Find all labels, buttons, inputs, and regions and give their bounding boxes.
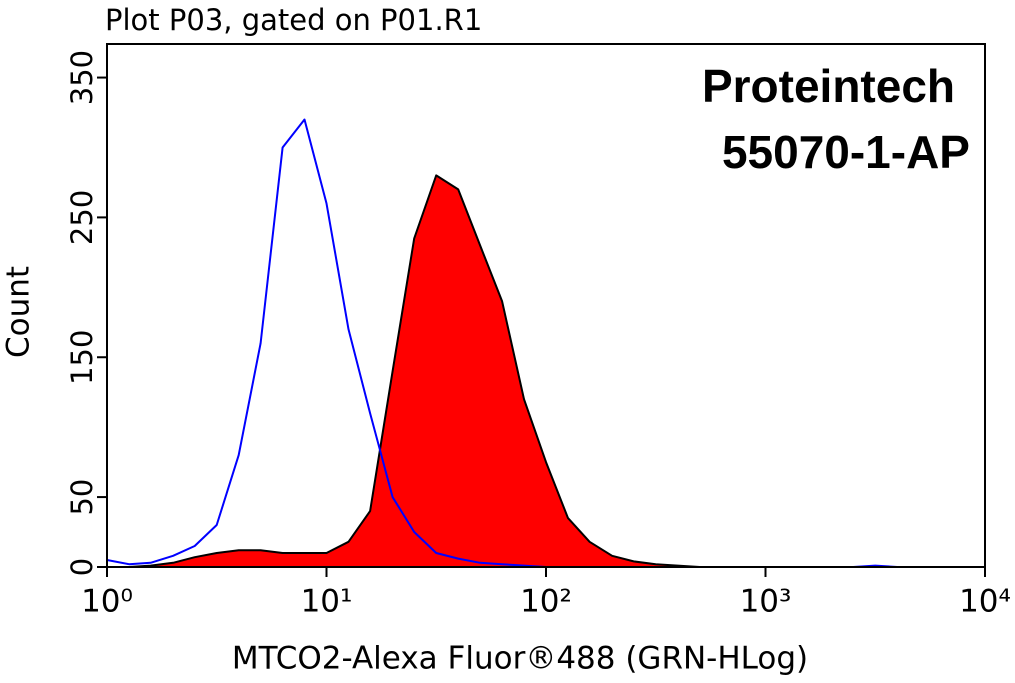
- y-tick-label: 0: [65, 558, 99, 576]
- x-tick-label: 10⁴: [959, 584, 1011, 620]
- y-axis-label: Count: [1, 266, 37, 358]
- annotation: 55070-1-AP: [722, 126, 970, 178]
- chart-title: Plot P03, gated on P01.R1: [105, 3, 482, 37]
- x-tick-label: 10⁰: [81, 584, 133, 620]
- annotation: Proteintech: [702, 60, 955, 112]
- x-tick-label: 10²: [520, 584, 572, 620]
- x-axis-label: MTCO2-Alexa Fluor®488 (GRN-HLog): [232, 641, 808, 677]
- y-tick-label: 250: [65, 190, 99, 245]
- x-tick-label: 10¹: [301, 584, 353, 620]
- histogram-area: [106, 174, 986, 568]
- x-tick-label: 10³: [740, 584, 792, 620]
- y-tick-label: 50: [65, 479, 99, 516]
- y-tick-label: 150: [65, 330, 99, 385]
- y-tick-label: 350: [65, 50, 99, 105]
